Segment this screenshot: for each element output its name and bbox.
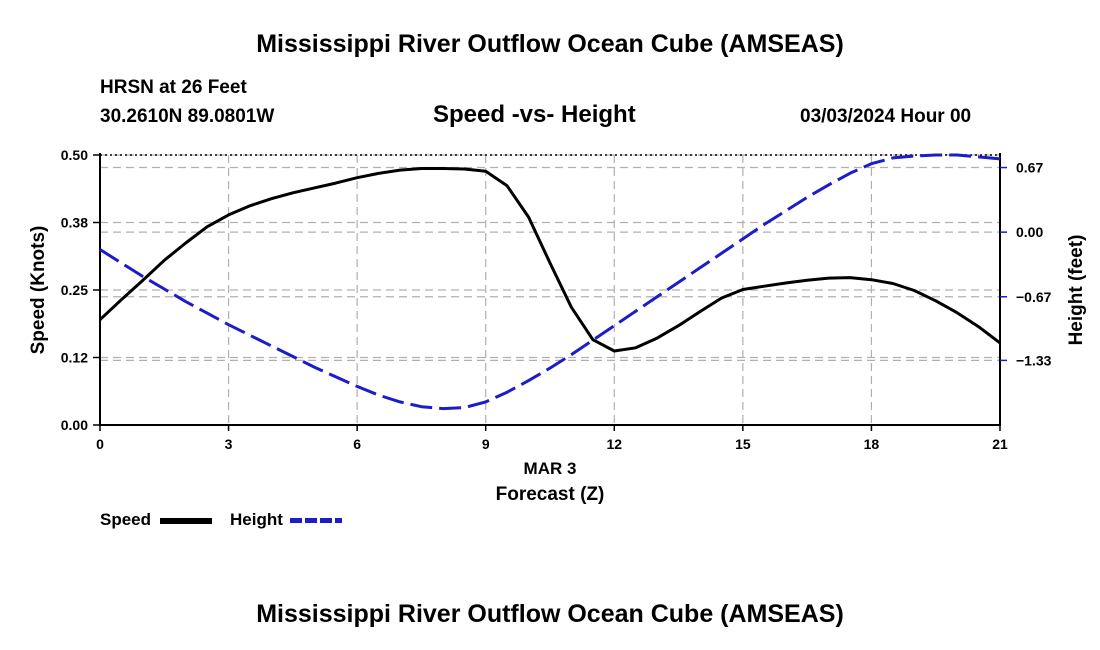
y-tick-label: 0.38	[61, 215, 88, 231]
height-series-line	[99, 153, 1001, 411]
y2-tick-label: 0.00	[1016, 224, 1043, 240]
chart-title-bottom: Mississippi River Outflow Ocean Cube (AM…	[256, 600, 844, 628]
y2-tick-label: −0.67	[1016, 289, 1052, 305]
x-tick-label: 15	[735, 436, 751, 452]
x-tick-label: 0	[96, 436, 104, 452]
chart-subtitle: Speed -vs- Height	[433, 101, 636, 128]
x-tick-label: 18	[864, 436, 880, 452]
x-tick-label: 9	[482, 436, 490, 452]
legend-speed-swatch	[160, 518, 212, 524]
x-tick-label: 6	[353, 436, 361, 452]
legend-speed-label: Speed	[100, 510, 152, 529]
y2-tick-label: 0.67	[1016, 160, 1043, 176]
legend-height-label: Height	[230, 510, 283, 529]
y-tick-label: 0.25	[61, 282, 88, 298]
y2-tick-label: −1.33	[1016, 352, 1052, 368]
legend-height-swatch	[290, 518, 342, 523]
y-tick-label: 0.12	[61, 350, 88, 366]
x-axis-title: Forecast (Z)	[496, 484, 605, 505]
y-tick-label: 0.50	[61, 147, 88, 163]
y2-axis-title: Height (feet)	[1066, 235, 1087, 346]
y-tick-label: 0.00	[61, 417, 88, 433]
legend: Speed Height	[100, 508, 360, 532]
station-coordinates: 30.2610N 89.0801W	[100, 106, 275, 127]
x-tick-label: 12	[606, 436, 622, 452]
station-label: HRSN at 26 Feet	[100, 77, 247, 98]
speed-series-line	[98, 167, 1001, 353]
x-tick-label: 21	[992, 436, 1008, 452]
chart-title: Mississippi River Outflow Ocean Cube (AM…	[256, 30, 844, 58]
y-axis-title: Speed (Knots)	[28, 226, 49, 355]
x-axis-date-label: MAR 3	[524, 459, 577, 478]
x-tick-label: 3	[225, 436, 233, 452]
forecast-datetime: 03/03/2024 Hour 00	[800, 106, 972, 127]
